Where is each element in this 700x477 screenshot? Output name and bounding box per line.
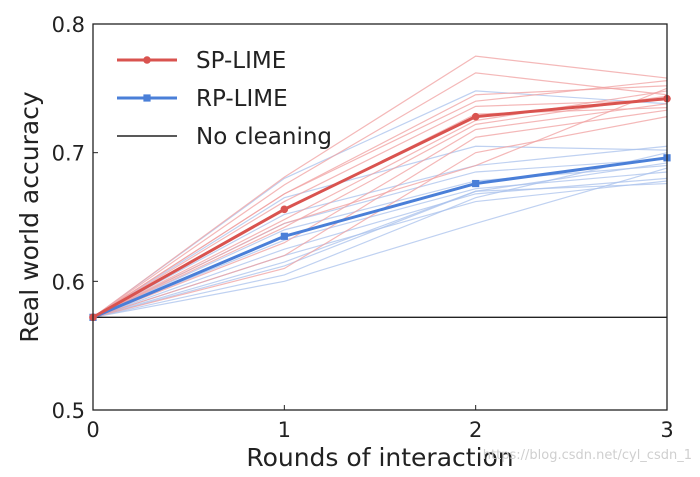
sp-lime-run-line — [92, 80, 668, 318]
x-tick-label: 3 — [660, 418, 673, 442]
y-axis-label: Real world accuracy — [15, 91, 44, 343]
rp-lime-run-line — [92, 177, 668, 318]
rp-lime-run-line — [92, 182, 668, 318]
sp-lime-line — [92, 97, 668, 319]
sp-lime-run-line — [92, 95, 668, 318]
legend-label-rp-lime: RP-LIME — [196, 86, 288, 112]
x-tick-label: 0 — [86, 418, 99, 442]
rp-lime-point — [280, 232, 288, 240]
rp-lime-run-line — [92, 164, 668, 318]
rp-lime-run-line — [92, 145, 668, 318]
individual-runs — [92, 55, 668, 318]
y-ticks: 0.5 0.6 0.7 0.8 — [52, 13, 98, 423]
x-tick-label: 1 — [278, 418, 291, 442]
rp-lime-run-line — [92, 145, 668, 318]
sp-lime-run-line — [92, 90, 668, 318]
y-tick-label: 0.6 — [52, 270, 85, 294]
y-tick-label: 0.7 — [52, 142, 85, 166]
x-ticks: 0 1 2 3 — [86, 405, 674, 442]
rp-lime-run-line — [92, 162, 668, 318]
rp-lime-run-line — [92, 167, 668, 318]
y-tick-label: 0.5 — [52, 399, 85, 423]
sp-lime-run-line — [92, 72, 668, 318]
legend-label-no-cleaning: No cleaning — [196, 124, 332, 150]
legend-marker-rp-lime — [143, 94, 151, 102]
sp-lime-run-line — [92, 103, 668, 318]
sp-lime-run-line — [92, 99, 668, 318]
legend-label-sp-lime: SP-LIME — [196, 48, 286, 74]
legend-marker-sp-lime — [143, 56, 151, 64]
y-tick-label: 0.8 — [52, 13, 85, 37]
rp-lime-run-line — [92, 171, 668, 318]
sp-lime-point — [471, 112, 480, 121]
watermark-text: https://blog.csdn.net/cyl_csdn_1 — [482, 448, 692, 463]
rp-lime-run-line — [92, 152, 668, 318]
sp-lime-point — [280, 205, 289, 214]
sp-lime-run-line — [92, 55, 668, 318]
x-axis-label: Rounds of interaction — [246, 443, 513, 472]
sp-lime-run-line — [92, 109, 668, 318]
plot-frame — [92, 23, 668, 411]
rp-lime-run-line — [92, 180, 668, 318]
rp-lime-line — [92, 156, 668, 319]
x-tick-label: 2 — [469, 418, 482, 442]
rp-lime-point — [472, 179, 480, 188]
sp-lime-run-line — [92, 107, 668, 318]
legend: SP-LIME RP-LIME No cleaning — [117, 48, 332, 150]
sp-lime-run-line — [92, 87, 668, 318]
